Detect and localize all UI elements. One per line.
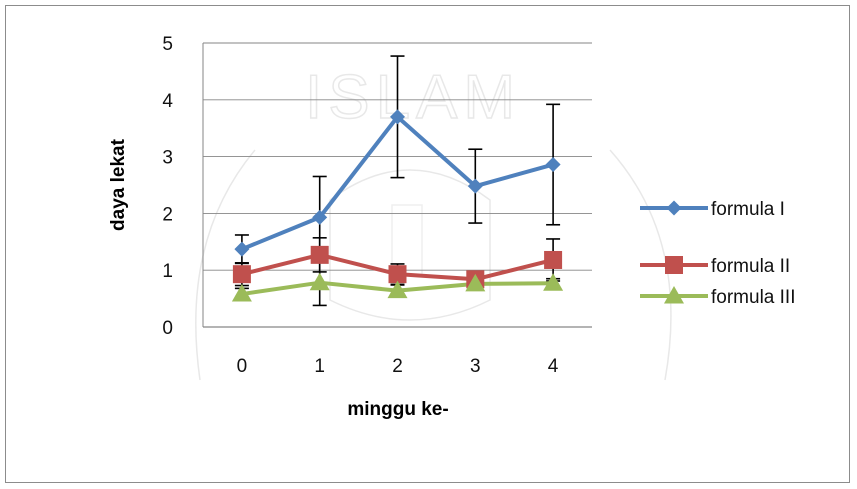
- y-axis-ticks: 0 1 2 3 4 5: [162, 34, 173, 339]
- legend-item: formula I: [640, 199, 785, 220]
- y-tick-label: 5: [162, 34, 173, 55]
- x-tick-label: 2: [392, 356, 403, 377]
- legend: formula I formula II formula III: [640, 199, 795, 308]
- data-point-triangle: [309, 272, 330, 291]
- watermark-text: ISLAM: [305, 63, 521, 132]
- data-point-diamond: [312, 209, 328, 225]
- x-tick-label: 4: [548, 356, 559, 377]
- data-point-triangle: [387, 280, 408, 299]
- data-point-square: [388, 265, 407, 284]
- x-tick-label: 3: [470, 356, 481, 377]
- data-point-diamond: [545, 157, 561, 173]
- data-point-square: [544, 250, 563, 269]
- data-point-square: [232, 265, 251, 284]
- legend-item: formula II: [640, 256, 790, 277]
- legend-marker-square: [665, 256, 683, 274]
- legend-label: formula I: [711, 199, 785, 220]
- chart-frame: [5, 5, 850, 483]
- legend-marker-diamond: [666, 200, 682, 216]
- data-point-square: [310, 245, 329, 264]
- legend-label: formula II: [711, 256, 790, 277]
- legend-label: formula III: [711, 287, 795, 308]
- y-axis-label: daya lekat: [108, 138, 129, 231]
- y-tick-label: 0: [162, 318, 173, 339]
- x-axis-ticks: 0 1 2 3 4: [237, 356, 559, 377]
- x-tick-label: 0: [237, 356, 248, 377]
- series-markers: [231, 109, 564, 302]
- y-tick-label: 4: [162, 91, 173, 112]
- data-point-triangle: [543, 273, 564, 291]
- watermark-seal: ISLAM: [195, 62, 672, 381]
- data-point-diamond: [390, 109, 405, 125]
- x-axis-label: minggu ke-: [347, 399, 448, 420]
- legend-marker-triangle: [664, 286, 684, 304]
- y-tick-label: 1: [162, 261, 173, 282]
- data-point-diamond: [467, 178, 483, 194]
- y-tick-label: 3: [162, 148, 173, 169]
- y-tick-label: 2: [162, 204, 173, 225]
- data-point-triangle: [231, 284, 252, 302]
- legend-item: formula III: [640, 286, 795, 308]
- data-point-triangle: [465, 273, 486, 292]
- data-point-diamond: [234, 241, 250, 257]
- x-tick-label: 1: [314, 356, 325, 377]
